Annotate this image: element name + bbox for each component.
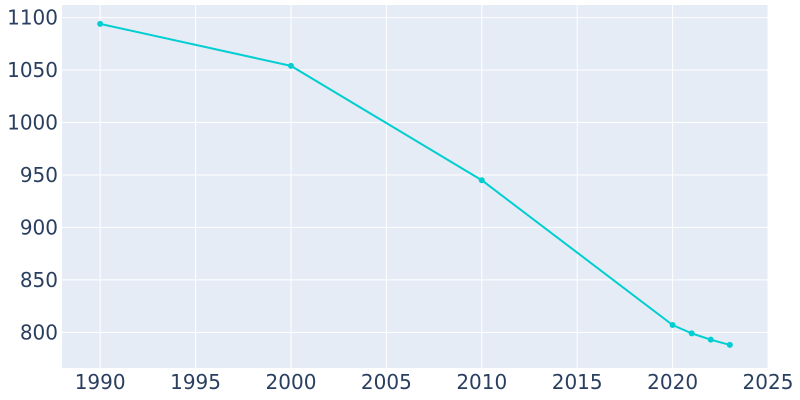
y-tick-label: 850 <box>20 268 58 292</box>
x-tick-label: 2005 <box>361 370 412 394</box>
y-tick-label: 1000 <box>7 111 58 135</box>
data-point[interactable] <box>478 177 485 184</box>
x-tick-label: 2000 <box>266 370 317 394</box>
data-point[interactable] <box>707 336 714 343</box>
y-tick-label: 1050 <box>7 58 58 82</box>
gridlines <box>62 5 769 368</box>
y-tick-label: 800 <box>20 320 58 344</box>
y-tick-label: 900 <box>20 215 58 239</box>
x-tick-label: 1995 <box>170 370 221 394</box>
data-point[interactable] <box>97 20 104 27</box>
data-point[interactable] <box>688 330 695 337</box>
data-point[interactable] <box>669 321 676 328</box>
x-tick-label: 2020 <box>647 370 698 394</box>
plot-background <box>62 5 768 368</box>
x-axis-ticks: 1990 1995 2000 2005 2010 2015 2020 2025 <box>75 370 794 394</box>
x-tick-label: 2015 <box>552 370 603 394</box>
x-tick-label: 1990 <box>75 370 126 394</box>
series-layer <box>97 20 733 348</box>
x-tick-label: 2010 <box>456 370 507 394</box>
x-tick-label: 2025 <box>743 370 794 394</box>
y-tick-label: 950 <box>20 163 58 187</box>
y-tick-label: 1100 <box>7 6 58 30</box>
data-point[interactable] <box>726 341 733 348</box>
data-point[interactable] <box>287 62 294 69</box>
y-axis-ticks: 800 850 900 950 1000 1050 1100 <box>7 6 58 345</box>
